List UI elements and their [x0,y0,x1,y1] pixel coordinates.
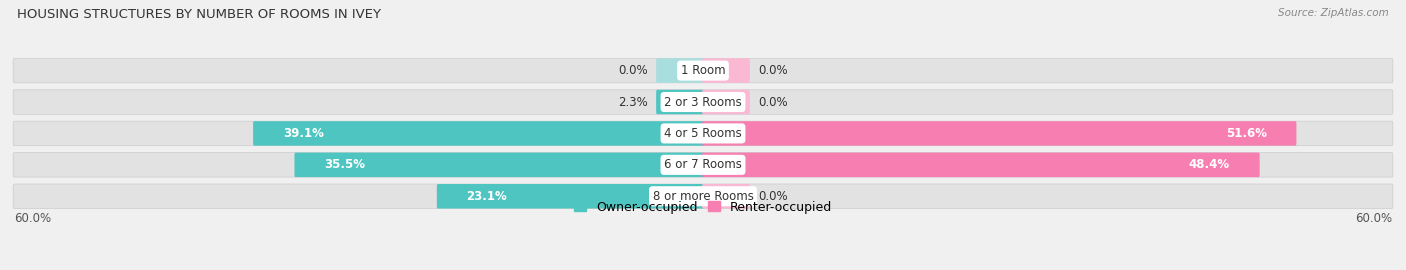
FancyBboxPatch shape [657,58,704,83]
Text: 60.0%: 60.0% [14,212,51,225]
FancyBboxPatch shape [702,58,749,83]
Text: 51.6%: 51.6% [1226,127,1267,140]
FancyBboxPatch shape [253,121,704,146]
Text: 2 or 3 Rooms: 2 or 3 Rooms [664,96,742,109]
Text: 60.0%: 60.0% [1355,212,1392,225]
FancyBboxPatch shape [13,58,1393,83]
FancyBboxPatch shape [294,153,704,177]
Text: 1 Room: 1 Room [681,64,725,77]
Text: 4 or 5 Rooms: 4 or 5 Rooms [664,127,742,140]
Text: 35.5%: 35.5% [323,158,366,171]
Text: 39.1%: 39.1% [283,127,323,140]
Text: 23.1%: 23.1% [467,190,508,203]
FancyBboxPatch shape [13,121,1393,146]
Text: 0.0%: 0.0% [758,64,787,77]
FancyBboxPatch shape [702,153,1260,177]
Text: 0.0%: 0.0% [758,190,787,203]
FancyBboxPatch shape [13,153,1393,177]
Text: 2.3%: 2.3% [619,96,648,109]
FancyBboxPatch shape [702,184,749,208]
FancyBboxPatch shape [437,184,704,208]
Text: HOUSING STRUCTURES BY NUMBER OF ROOMS IN IVEY: HOUSING STRUCTURES BY NUMBER OF ROOMS IN… [17,8,381,21]
Legend: Owner-occupied, Renter-occupied: Owner-occupied, Renter-occupied [568,195,838,219]
Text: 48.4%: 48.4% [1189,158,1230,171]
FancyBboxPatch shape [702,90,749,114]
Text: 0.0%: 0.0% [619,64,648,77]
Text: 6 or 7 Rooms: 6 or 7 Rooms [664,158,742,171]
FancyBboxPatch shape [657,90,704,114]
FancyBboxPatch shape [13,184,1393,208]
Text: 8 or more Rooms: 8 or more Rooms [652,190,754,203]
Text: 0.0%: 0.0% [758,96,787,109]
FancyBboxPatch shape [13,90,1393,114]
FancyBboxPatch shape [702,121,1296,146]
Text: Source: ZipAtlas.com: Source: ZipAtlas.com [1278,8,1389,18]
